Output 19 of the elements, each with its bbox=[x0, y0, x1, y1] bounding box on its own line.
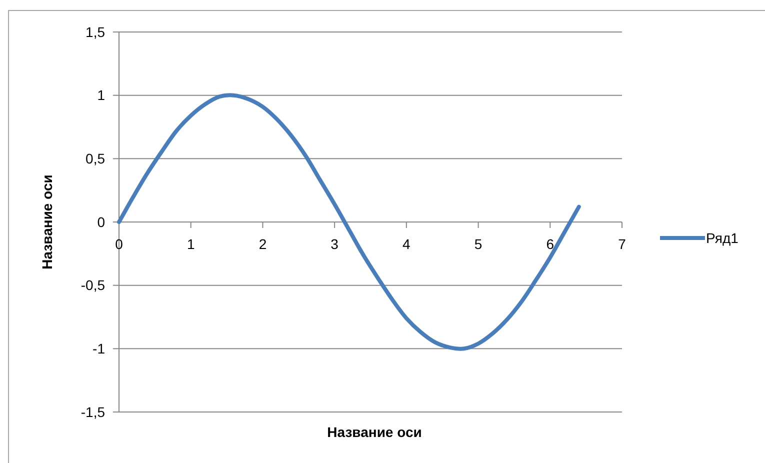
x-tick-label: 4 bbox=[402, 236, 411, 252]
line-series bbox=[117, 93, 581, 351]
y-tick-label: -1 bbox=[92, 340, 106, 357]
y-tick-label: 1,5 bbox=[86, 24, 106, 40]
x-tick-label: 6 bbox=[546, 236, 554, 252]
x-tick-label: 1 bbox=[186, 236, 195, 252]
legend-label: Ряд1 bbox=[706, 230, 739, 246]
y-tick-label: 0,5 bbox=[86, 150, 106, 167]
x-tick-label: 3 bbox=[330, 236, 339, 252]
y-tick-label: 0 bbox=[97, 214, 106, 230]
y-tick-label: -1,5 bbox=[80, 404, 106, 420]
y-tick-label: 1 bbox=[97, 87, 106, 104]
x-axis-title: Название оси bbox=[327, 424, 422, 440]
x-tick-label: 2 bbox=[258, 236, 267, 252]
x-tick-label: 5 bbox=[474, 236, 482, 252]
y-tick-label: -0,5 bbox=[80, 277, 106, 294]
x-tick-label: 0 bbox=[115, 236, 124, 252]
y-axis-title: Название оси bbox=[39, 174, 55, 270]
x-tick-label: 7 bbox=[618, 236, 626, 252]
